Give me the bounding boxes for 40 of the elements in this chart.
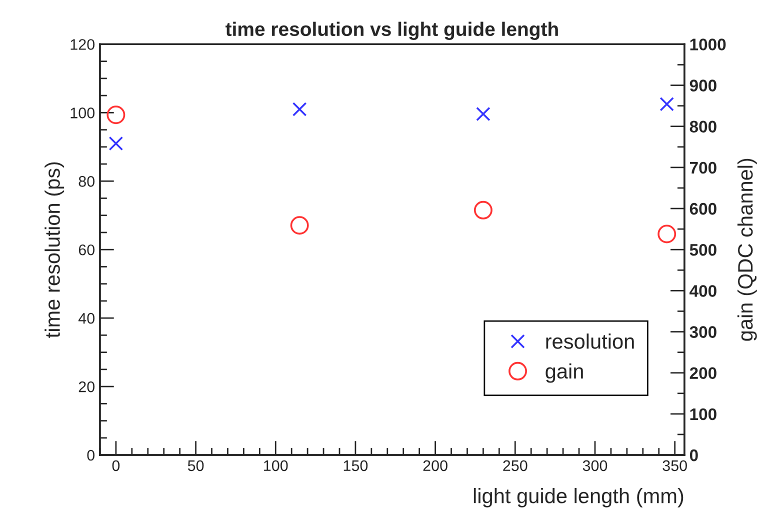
y2-tick-label: 600	[690, 202, 716, 215]
point	[292, 102, 307, 116]
y-tick-label: 0	[87, 450, 95, 461]
point	[474, 200, 492, 220]
chart-title: time resolution vs light guide length	[226, 22, 558, 40]
legend-label: resolution	[546, 334, 634, 349]
y2-tick-label: 0	[690, 449, 698, 462]
y-tick-label: 100	[70, 108, 95, 118]
y-tick-label: 120	[70, 39, 95, 50]
point	[660, 96, 674, 112]
y2-tick-label: 700	[690, 162, 716, 174]
legend-label: gain	[546, 363, 583, 383]
y2-tick-label: 900	[690, 80, 716, 92]
y-tick-label: 20	[78, 381, 95, 392]
point	[476, 106, 490, 122]
x-tick-label: 350	[662, 460, 687, 472]
y2-tick-label: 800	[690, 120, 716, 133]
point	[658, 224, 676, 244]
y2-tick-label: 1000	[690, 38, 726, 50]
x-tick-label: 0	[112, 460, 120, 472]
x-tick-label: 200	[423, 460, 448, 472]
y-tick-label: 60	[78, 244, 95, 256]
point	[106, 106, 126, 124]
x-axis-title: light guide length (mm)	[474, 488, 684, 508]
y2-tick-label: 100	[690, 408, 716, 420]
y-axis-title: time resolution (ps)	[44, 162, 64, 338]
x-tick-label: 300	[582, 460, 608, 472]
y2-tick-label: 400	[690, 285, 716, 297]
point	[108, 136, 124, 151]
x-tick-label: 50	[188, 460, 204, 472]
y2-tick-label: 300	[690, 326, 716, 338]
y2-tick-label: 200	[690, 367, 716, 380]
y-tick-label: 40	[78, 312, 95, 324]
x-tick-label: 150	[344, 460, 368, 472]
point	[290, 216, 309, 235]
y2-tick-label: 500	[690, 244, 716, 256]
y-tick-label: 80	[78, 176, 95, 187]
x-tick-label: 250	[503, 460, 528, 472]
x-tick-label: 100	[264, 460, 288, 472]
y2-axis-title: gain (QDC channel)	[737, 158, 757, 341]
